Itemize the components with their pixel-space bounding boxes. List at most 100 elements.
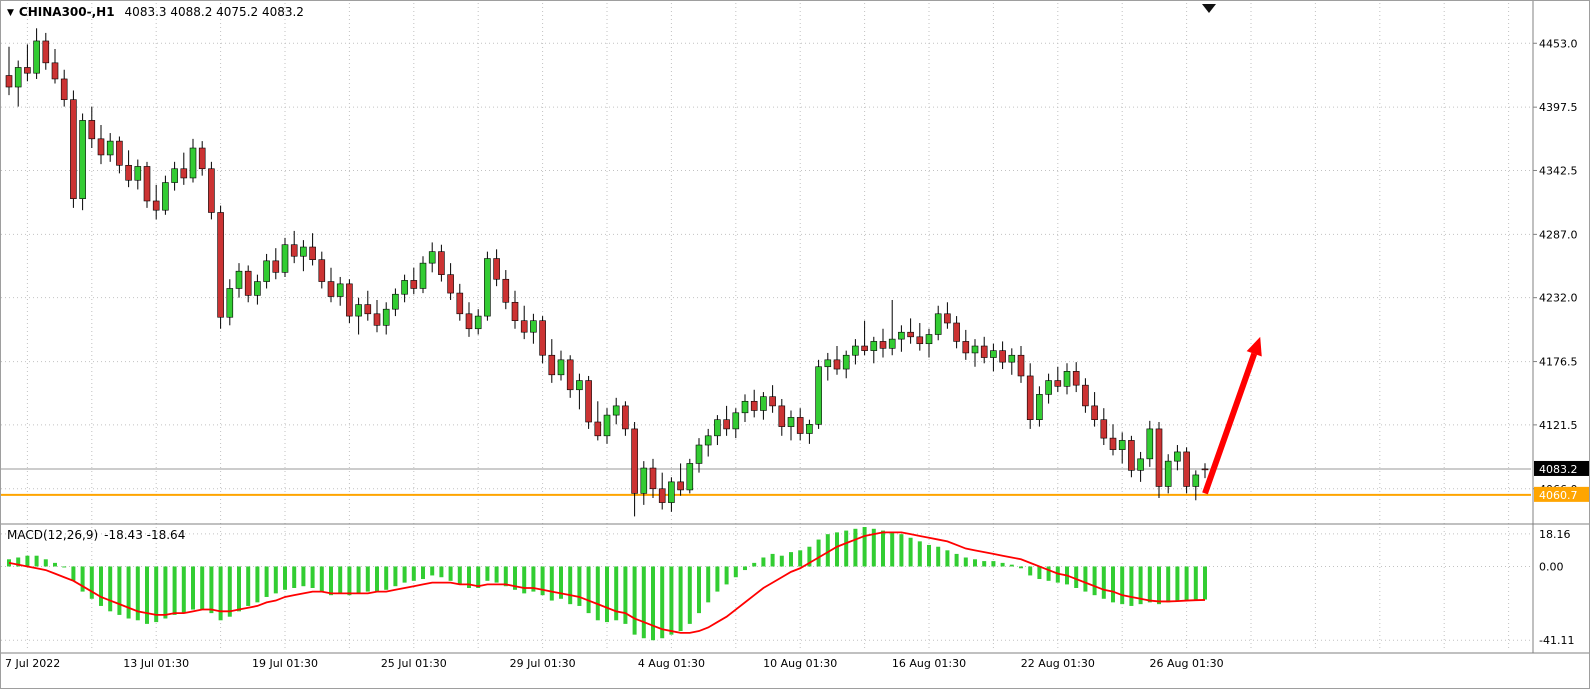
macd-histogram-bar — [338, 566, 343, 594]
trend-arrow-line[interactable] — [1202, 352, 1258, 495]
macd-axis-tick-label[interactable]: 0.00 — [1539, 560, 1564, 573]
chart-shift-marker-icon[interactable] — [1202, 4, 1216, 13]
candle-body — [318, 259, 326, 282]
candle-body — [465, 313, 473, 330]
macd-histogram-bar — [816, 539, 821, 567]
price-axis-tick-label[interactable]: 4397.5 — [1539, 101, 1578, 114]
candle-body — [1091, 405, 1098, 420]
candle-body — [125, 164, 132, 181]
macd-histogram-bar — [1000, 562, 1005, 567]
candle-body — [898, 331, 905, 340]
price-axis-tick-label[interactable]: 4342.5 — [1539, 164, 1578, 177]
candle-body — [392, 293, 399, 310]
price-axis-tick-label[interactable]: 4176.5 — [1539, 356, 1578, 369]
support-line-badge: 4060.7 — [1534, 486, 1589, 502]
price-axis-tick-label[interactable]: 4121.5 — [1539, 419, 1578, 432]
macd-histogram-bar — [568, 566, 573, 605]
macd-histogram-bar — [513, 566, 517, 590]
macd-histogram-bar — [559, 566, 563, 599]
time-axis-label[interactable]: 26 Aug 01:30 — [1150, 657, 1224, 670]
macd-histogram-bar — [411, 566, 416, 581]
candle-body — [171, 168, 178, 183]
macd-histogram-bar — [1074, 566, 1079, 588]
candle-body — [566, 359, 574, 391]
macd-histogram-bar — [319, 566, 324, 592]
time-axis-label[interactable]: 13 Jul 01:30 — [123, 657, 189, 670]
candle-body — [244, 270, 252, 296]
time-axis-label[interactable]: 16 Aug 01:30 — [892, 657, 966, 670]
candle-body — [787, 417, 795, 427]
time-axis-label[interactable]: 7 Jul 2022 — [5, 657, 60, 670]
time-axis-label[interactable]: 19 Jul 01:30 — [252, 657, 318, 670]
candle-body — [576, 380, 583, 391]
macd-histogram-bar — [1193, 566, 1198, 601]
macd-histogram-bar — [108, 566, 113, 612]
candle-body — [493, 258, 500, 280]
macd-histogram-bar — [1092, 566, 1097, 596]
candle-body — [254, 281, 261, 296]
candle-body — [5, 75, 13, 88]
macd-histogram-bar — [402, 566, 407, 583]
candle-body — [1146, 428, 1154, 460]
candle-body — [824, 359, 832, 368]
candle-body — [327, 281, 335, 297]
candle-body — [603, 414, 611, 437]
macd-histogram-bar — [135, 566, 140, 621]
time-axis-label[interactable]: 29 Jul 01:30 — [510, 657, 576, 670]
time-axis-label[interactable]: 22 Aug 01:30 — [1021, 657, 1095, 670]
macd-histogram-bar — [1019, 566, 1023, 569]
candle-body — [456, 292, 464, 315]
macd-histogram-bar — [862, 527, 867, 567]
macd-histogram-bar — [641, 566, 646, 639]
candle-body — [1155, 428, 1163, 487]
macd-histogram-bar — [494, 566, 499, 583]
macd-histogram-bar — [181, 566, 186, 614]
macd-histogram-bar — [549, 566, 554, 601]
macd-histogram-bar — [908, 537, 913, 567]
candle-body — [88, 120, 96, 140]
candle-body — [760, 396, 767, 411]
time-axis-label[interactable]: 4 Aug 01:30 — [638, 657, 705, 670]
time-axis-label[interactable]: 25 Jul 01:30 — [381, 657, 447, 670]
candle-body — [1201, 468, 1209, 471]
macd-histogram-bar — [871, 528, 876, 567]
candle-body — [410, 280, 418, 289]
macd-histogram-bar — [982, 561, 987, 567]
macd-histogram-bar — [917, 541, 922, 567]
macd-histogram-bar — [227, 566, 232, 617]
macd-histogram-bar — [200, 566, 205, 610]
macd-axis-tick-label[interactable]: 18.16 — [1539, 528, 1571, 541]
candle-body — [51, 62, 59, 80]
candle-body — [60, 78, 68, 100]
price-axis-tick-label[interactable]: 4232.0 — [1539, 292, 1578, 305]
macd-histogram-bar — [1129, 566, 1134, 606]
macd-histogram-bar — [329, 566, 333, 596]
candle-body — [704, 435, 712, 446]
macd-histogram-bar — [503, 566, 508, 587]
candle-body — [539, 320, 546, 356]
candle-body — [806, 424, 813, 434]
macd-name-label: MACD(12,26,9) — [7, 528, 99, 542]
macd-histogram-bar — [283, 566, 287, 590]
trend-arrow-head[interactable] — [1246, 336, 1262, 357]
macd-histogram-bar — [715, 566, 720, 592]
macd-histogram-bar — [577, 566, 582, 606]
macd-axis-tick-label[interactable]: -41.11 — [1539, 634, 1574, 647]
macd-histogram-bar — [945, 550, 950, 567]
macd-histogram-bar — [605, 566, 609, 623]
macd-histogram-bar — [540, 566, 545, 596]
macd-histogram-bar — [16, 557, 21, 567]
price-axis-tick-label[interactable]: 4453.0 — [1539, 37, 1578, 50]
candle-body — [364, 304, 372, 315]
price-axis-tick-label[interactable]: 4287.0 — [1539, 228, 1578, 241]
time-axis-label[interactable]: 10 Aug 01:30 — [763, 657, 837, 670]
candle-body — [226, 288, 234, 318]
macd-histogram-bar — [1138, 566, 1143, 605]
macd-histogram-bar — [761, 557, 766, 567]
candle-body — [1082, 384, 1089, 407]
macd-histogram-bar — [393, 566, 398, 587]
symbol-dropdown-icon[interactable]: ▼ — [7, 8, 14, 18]
macd-histogram-bar — [218, 566, 223, 621]
candle-body — [907, 331, 914, 338]
